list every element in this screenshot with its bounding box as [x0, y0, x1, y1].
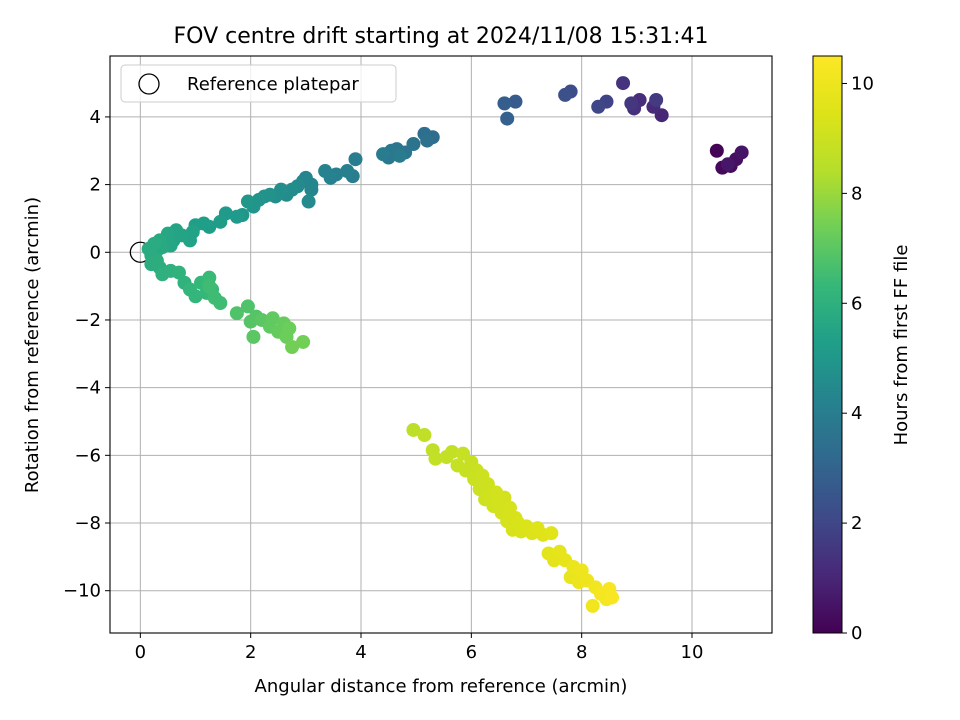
data-point: [213, 214, 228, 229]
plot-frame: [109, 55, 773, 634]
legend-box: [120, 64, 397, 103]
data-point: [558, 87, 573, 102]
colorbar: 0 2 4 6 8 10 Hours from first FF file: [812, 55, 912, 644]
data-point: [202, 279, 217, 294]
x-tick-label: 8: [576, 642, 587, 663]
y-tick-label: −2: [74, 310, 101, 331]
x-tick-label: 4: [355, 642, 366, 663]
colorbar-tick-label: 2: [851, 513, 862, 534]
data-point: [544, 526, 559, 541]
data-point: [428, 451, 443, 466]
legend: Reference platepar: [120, 64, 397, 103]
x-axis-label: Angular distance from reference (arcmin): [255, 676, 628, 697]
data-point: [340, 164, 355, 179]
y-tick-label: 4: [90, 107, 101, 128]
y-axis: −10 −8 −6 −4 −2 0 2 4: [63, 107, 110, 602]
data-point: [246, 329, 261, 344]
data-point: [240, 299, 255, 314]
y-tick-label: −6: [74, 445, 101, 466]
scatter-points: [129, 76, 749, 613]
colorbar-tick-label: 0: [851, 623, 862, 644]
data-point: [720, 157, 735, 172]
data-point: [420, 133, 435, 148]
data-point: [500, 111, 515, 126]
y-tick-label: −4: [74, 378, 101, 399]
x-axis: 0 2 4 6 8 10: [135, 633, 704, 663]
colorbar-tick-label: 6: [851, 293, 862, 314]
x-tick-label: 0: [135, 642, 146, 663]
data-point: [265, 311, 280, 326]
data-point: [417, 428, 432, 443]
data-point: [296, 334, 311, 349]
colorbar-tick-label: 10: [851, 73, 874, 94]
y-tick-label: −8: [74, 513, 101, 534]
data-point: [282, 321, 297, 336]
y-tick-label: −10: [63, 581, 101, 602]
data-point: [229, 209, 244, 224]
legend-marker: [138, 73, 160, 95]
data-point: [301, 194, 316, 209]
colorbar-label: Hours from first FF file: [891, 245, 912, 446]
colorbar-ticks: 0 2 4 6 8 10: [842, 73, 874, 644]
x-tick-label: 10: [681, 642, 704, 663]
chart-title: FOV centre drift starting at 2024/11/08 …: [174, 24, 709, 49]
y-tick-label: 0: [90, 242, 101, 263]
data-point: [445, 444, 460, 459]
data-point: [392, 148, 407, 163]
y-tick-label: 2: [90, 175, 101, 196]
data-point: [709, 143, 724, 158]
data-point: [624, 96, 639, 111]
data-point: [591, 99, 606, 114]
colorbar-gradient: [812, 55, 843, 634]
data-point: [229, 306, 244, 321]
colorbar-tick-label: 4: [851, 403, 862, 424]
data-point: [376, 147, 391, 162]
data-point: [285, 340, 300, 355]
colorbar-tick-label: 8: [851, 183, 862, 204]
legend-label: Reference platepar: [187, 74, 359, 95]
x-tick-label: 2: [245, 642, 256, 663]
data-point: [734, 145, 749, 160]
data-point: [141, 241, 156, 256]
data-point: [616, 76, 631, 91]
data-point: [348, 152, 363, 167]
grid: [110, 56, 772, 633]
data-point: [585, 598, 600, 613]
data-point: [318, 164, 333, 179]
x-tick-label: 6: [466, 642, 477, 663]
data-point: [508, 94, 523, 109]
data-point: [497, 96, 512, 111]
data-point: [188, 289, 203, 304]
data-point: [605, 590, 620, 605]
data-point: [213, 296, 228, 311]
data-point: [406, 422, 421, 437]
y-axis-label: Rotation from reference (arcmin): [22, 197, 43, 493]
data-point: [649, 92, 664, 107]
data-point: [240, 194, 255, 209]
